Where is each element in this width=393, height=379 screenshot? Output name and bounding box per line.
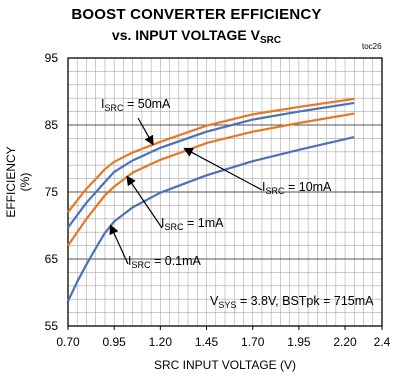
x-tick-label: 2.4 — [374, 335, 391, 349]
y-tick-label: 55 — [45, 319, 59, 333]
conditions-annotation: VSYS = 3.8V, BSTpk = 715mA — [210, 294, 374, 310]
figure-code: toc26 — [362, 42, 382, 51]
y-tick-label: 85 — [45, 118, 59, 132]
plot-frame — [67, 57, 383, 327]
series-label-1ma: ISRC = 1mA — [161, 216, 224, 232]
y-tick-label: 75 — [45, 185, 59, 199]
title-main: vs. INPUT VOLTAGE V — [111, 27, 260, 43]
y-tick-label: 65 — [45, 252, 59, 266]
x-tick-label: 1.20 — [149, 335, 173, 349]
label-arrow-0 — [137, 117, 154, 146]
chart-title-line1: BOOST CONVERTER EFFICIENCY — [71, 6, 322, 23]
x-tick-label: 1.95 — [287, 335, 311, 349]
series-label-10ma: ISRC = 10mA — [262, 180, 332, 196]
y-tick-label: 95 — [45, 51, 59, 65]
x-tick-label: 0.95 — [102, 335, 126, 349]
x-tick-label: 1.70 — [241, 335, 265, 349]
y-axis-label: EFFICIENCY (%) — [4, 146, 32, 218]
title-subscript: SRC — [259, 35, 282, 46]
series-line-1 — [67, 101, 355, 229]
label-arrow-2 — [126, 175, 163, 229]
series-line-0 — [67, 97, 355, 213]
series-label-0-1ma: ISRC = 0.1mA — [128, 254, 201, 270]
x-tick-label: 0.70 — [56, 335, 80, 349]
x-tick-label: 1.45 — [195, 335, 219, 349]
x-tick-label: 2.20 — [333, 335, 357, 349]
x-axis-label: SRC INPUT VOLTAGE (V) — [153, 358, 297, 372]
label-arrow-3 — [109, 224, 129, 265]
chart-title-line2: vs. INPUT VOLTAGE VSRC — [0, 27, 393, 46]
series-line-2 — [67, 112, 355, 247]
series-line-3 — [67, 136, 355, 302]
label-arrow-1 — [183, 147, 263, 191]
series-label-50ma: ISRC = 50mA — [101, 97, 171, 113]
